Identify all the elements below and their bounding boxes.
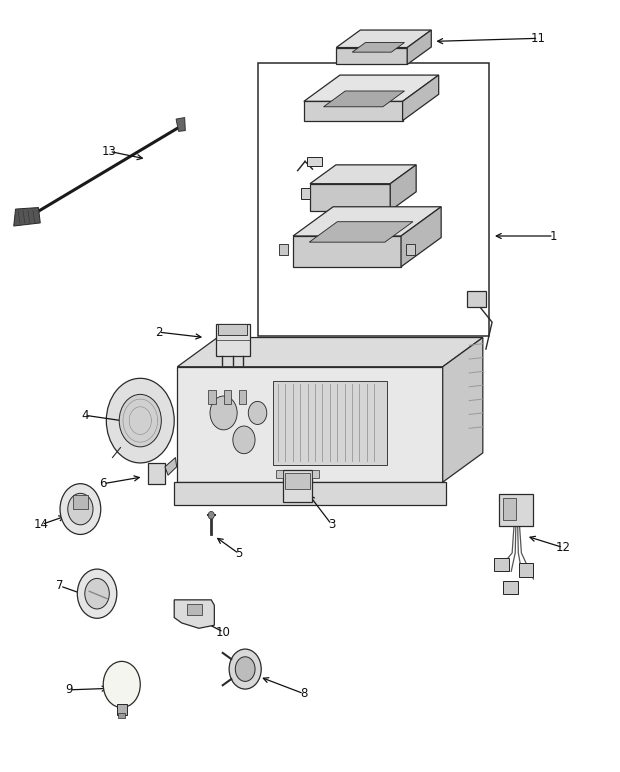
Polygon shape bbox=[310, 165, 416, 184]
Bar bbox=[239, 390, 246, 404]
Circle shape bbox=[78, 569, 117, 618]
Text: eReplacementParts.com: eReplacementParts.com bbox=[225, 375, 395, 389]
Bar bbox=[494, 557, 509, 571]
Polygon shape bbox=[301, 188, 310, 199]
Bar bbox=[500, 493, 533, 526]
Polygon shape bbox=[309, 222, 413, 242]
Polygon shape bbox=[401, 207, 441, 267]
Polygon shape bbox=[293, 207, 441, 236]
Bar bbox=[187, 604, 202, 615]
Text: 12: 12 bbox=[556, 541, 570, 554]
Bar bbox=[518, 563, 533, 577]
Text: 3: 3 bbox=[328, 518, 335, 531]
Circle shape bbox=[85, 578, 109, 609]
Circle shape bbox=[236, 657, 255, 682]
Circle shape bbox=[104, 662, 140, 707]
Text: 6: 6 bbox=[99, 477, 107, 490]
Bar bbox=[276, 470, 283, 478]
Bar bbox=[307, 157, 322, 166]
Polygon shape bbox=[304, 75, 439, 101]
Polygon shape bbox=[14, 208, 40, 226]
Polygon shape bbox=[177, 367, 443, 482]
Bar bbox=[73, 495, 87, 509]
Text: 5: 5 bbox=[236, 547, 242, 560]
Bar bbox=[283, 470, 312, 502]
Bar bbox=[224, 390, 231, 404]
Bar bbox=[218, 323, 247, 335]
Bar bbox=[503, 581, 518, 594]
Bar bbox=[273, 381, 387, 466]
Circle shape bbox=[208, 511, 215, 519]
Polygon shape bbox=[174, 600, 215, 628]
Text: 13: 13 bbox=[102, 145, 117, 158]
Text: 4: 4 bbox=[81, 408, 89, 422]
Polygon shape bbox=[293, 236, 401, 267]
Bar bbox=[503, 498, 516, 520]
Polygon shape bbox=[280, 244, 288, 256]
Polygon shape bbox=[406, 244, 415, 256]
Bar bbox=[208, 390, 216, 404]
Circle shape bbox=[248, 401, 267, 425]
Circle shape bbox=[210, 396, 237, 430]
Circle shape bbox=[106, 378, 174, 463]
Circle shape bbox=[229, 649, 261, 689]
Polygon shape bbox=[352, 42, 404, 52]
Polygon shape bbox=[402, 75, 439, 120]
Polygon shape bbox=[336, 48, 407, 65]
Bar bbox=[118, 713, 125, 717]
Polygon shape bbox=[310, 184, 390, 211]
Polygon shape bbox=[407, 30, 432, 65]
Polygon shape bbox=[336, 30, 432, 48]
Text: 1: 1 bbox=[550, 229, 557, 242]
Polygon shape bbox=[443, 337, 483, 482]
Polygon shape bbox=[177, 337, 483, 367]
Circle shape bbox=[60, 484, 101, 534]
Bar bbox=[467, 291, 486, 306]
Text: 14: 14 bbox=[34, 518, 49, 531]
Bar bbox=[216, 323, 250, 356]
Text: 10: 10 bbox=[216, 625, 231, 638]
Polygon shape bbox=[390, 165, 416, 211]
Bar bbox=[257, 63, 489, 336]
Circle shape bbox=[119, 394, 161, 447]
Text: 11: 11 bbox=[531, 32, 546, 45]
Text: 2: 2 bbox=[155, 326, 162, 339]
Polygon shape bbox=[165, 458, 177, 476]
Text: 8: 8 bbox=[300, 687, 308, 700]
Circle shape bbox=[68, 493, 93, 525]
Polygon shape bbox=[304, 101, 402, 120]
Polygon shape bbox=[176, 117, 185, 131]
Text: 9: 9 bbox=[66, 683, 73, 696]
Bar bbox=[312, 470, 319, 478]
Polygon shape bbox=[174, 482, 446, 505]
Bar bbox=[148, 463, 165, 485]
Polygon shape bbox=[324, 91, 404, 107]
Bar bbox=[117, 705, 126, 715]
Circle shape bbox=[233, 426, 255, 454]
Text: 7: 7 bbox=[56, 580, 64, 592]
Bar bbox=[285, 473, 310, 489]
